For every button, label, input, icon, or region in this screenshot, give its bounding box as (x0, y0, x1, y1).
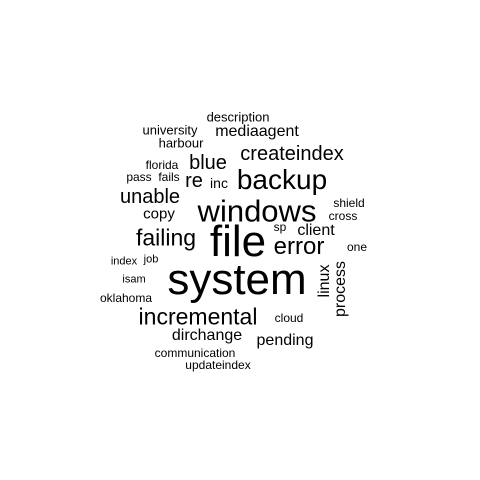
word: dirchange (171, 327, 243, 344)
word: backup (236, 164, 328, 195)
word: file (209, 217, 267, 266)
word: isam (122, 273, 146, 286)
word: pending (256, 332, 314, 349)
word: createindex (240, 143, 344, 165)
word: fails (158, 170, 180, 184)
word: job (143, 253, 159, 266)
word: description (206, 109, 270, 125)
word: cross (328, 209, 358, 223)
word: pass (126, 170, 152, 184)
word: windows (197, 193, 317, 229)
word: system (167, 255, 307, 304)
word: unable (119, 186, 181, 208)
word: oklahoma (99, 291, 153, 305)
word: one (346, 240, 368, 254)
word: process (332, 260, 349, 318)
word: shield (333, 196, 365, 210)
word: copy (143, 205, 175, 223)
word: inc (210, 175, 228, 191)
word: communication (154, 346, 236, 360)
word: harbour (158, 135, 204, 151)
word: error (273, 233, 325, 260)
word: cloud (274, 311, 304, 325)
word: university (142, 122, 198, 138)
word: index (110, 255, 138, 268)
word: updateindex (185, 358, 251, 372)
word: incremental (138, 303, 258, 330)
word: linux (316, 264, 333, 298)
word: failing (135, 224, 197, 251)
word: florida (145, 158, 179, 172)
word: blue (189, 152, 227, 174)
word: mediaagent (215, 123, 299, 140)
word: client (297, 222, 335, 239)
word: sp (273, 220, 287, 234)
word: re (185, 170, 203, 192)
